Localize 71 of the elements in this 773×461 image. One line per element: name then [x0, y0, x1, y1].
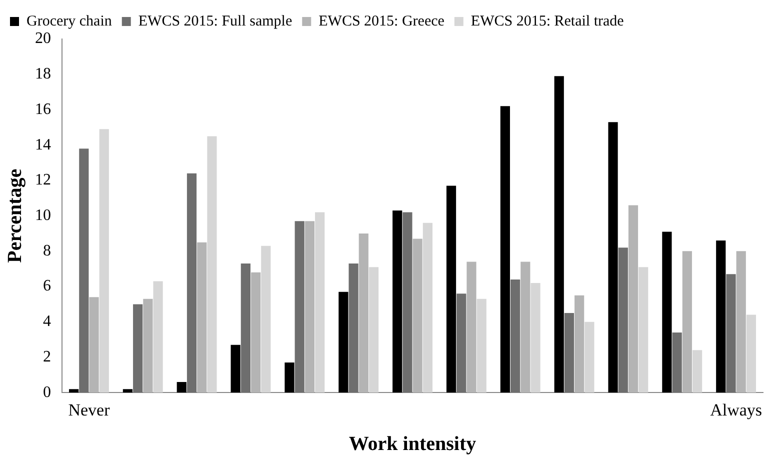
x-tick-label: Never [68, 400, 110, 420]
bar [207, 136, 217, 393]
bar [422, 222, 432, 393]
bar [197, 242, 207, 393]
bar [294, 221, 304, 393]
bar [230, 344, 240, 393]
bar [176, 382, 186, 393]
bar [554, 76, 564, 393]
bar [412, 238, 422, 393]
bar [574, 295, 584, 393]
bar [716, 240, 726, 393]
y-tick-label: 14 [35, 136, 51, 154]
x-axis-title: Work intensity [348, 433, 476, 456]
bar [736, 251, 746, 393]
y-tick-label: 18 [35, 66, 51, 83]
bar [261, 246, 271, 393]
y-tick-label: 2 [43, 348, 51, 366]
bar [68, 389, 79, 393]
bar [186, 173, 197, 393]
bar [726, 274, 736, 393]
bar [89, 297, 99, 393]
bar [153, 281, 163, 393]
y-tick-label: 20 [35, 30, 51, 48]
bar [99, 129, 109, 393]
legend-label: EWCS 2015: Full sample [138, 13, 292, 30]
legend-label: EWCS 2015: Greece [318, 13, 445, 30]
bar [584, 322, 594, 393]
legend-label: Grocery chain [26, 13, 112, 30]
bar [466, 262, 476, 393]
bar [608, 122, 618, 393]
bar [240, 264, 250, 393]
y-tick-label: 4 [43, 313, 51, 330]
y-tick-label: 6 [43, 278, 51, 295]
bar [618, 248, 628, 393]
bar [682, 251, 692, 393]
y-tick-label: 8 [43, 242, 51, 260]
bar [358, 233, 368, 393]
bar [122, 389, 133, 393]
x-tick-label: Always [710, 400, 762, 420]
bar [564, 313, 574, 393]
bar [402, 212, 412, 393]
bar [143, 298, 153, 393]
bar [746, 314, 756, 393]
y-tick-label: 10 [35, 207, 51, 224]
bar [476, 298, 486, 393]
bar [500, 106, 510, 393]
y-tick-label: 0 [43, 384, 51, 401]
bar [662, 232, 672, 393]
legend-label: EWCS 2015: Retail trade [470, 13, 624, 30]
bar [456, 294, 466, 393]
bar [368, 267, 379, 393]
bar [510, 279, 520, 393]
bar [692, 350, 702, 393]
y-axis-title: Percentage [4, 168, 26, 263]
y-tick-label: 16 [35, 100, 51, 118]
bar [133, 304, 143, 393]
bar [520, 262, 530, 393]
bar [348, 264, 358, 393]
bar [672, 332, 682, 393]
bar [284, 362, 294, 393]
bar [250, 272, 261, 393]
bar [628, 205, 638, 393]
bar [304, 221, 315, 393]
y-tick-label: 12 [35, 172, 51, 189]
bar [315, 212, 325, 393]
bar [638, 267, 648, 393]
bar [446, 186, 456, 393]
bar [79, 148, 89, 393]
bar [392, 210, 402, 393]
bar [338, 292, 348, 393]
bar [530, 282, 540, 393]
